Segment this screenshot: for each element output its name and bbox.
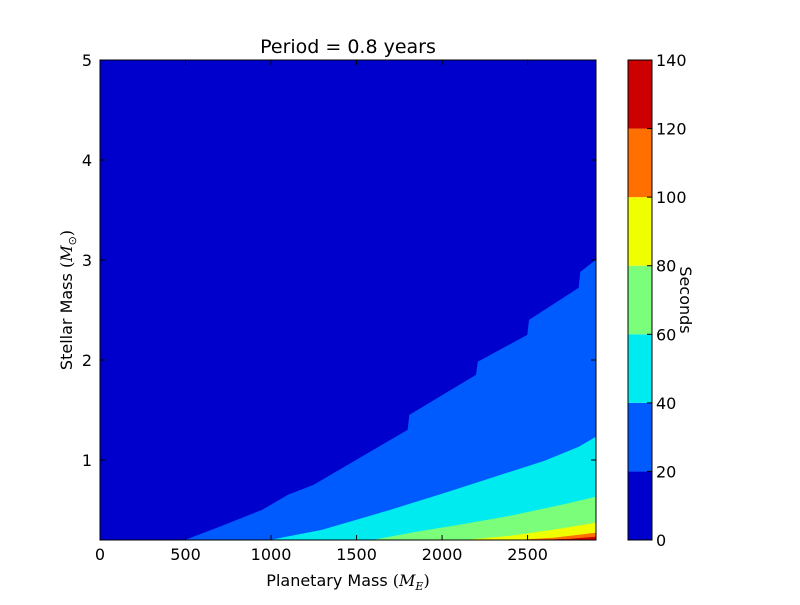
- plot-frame: [99, 59, 597, 541]
- y-axis-ticks: 1 2 3 4 5: [82, 51, 596, 470]
- contour-region-20-40: [185, 259, 597, 541]
- y-tick-label: 4: [82, 151, 92, 170]
- colorbar: [628, 60, 652, 540]
- colorbar-band-20-40: [628, 402, 652, 472]
- x-axis-math-symbol: M: [398, 571, 416, 590]
- colorbar-label: Seconds: [676, 266, 695, 333]
- colorbar-band-60-80: [628, 265, 652, 335]
- colorbar-band-40-60: [628, 334, 652, 403]
- colorbar-tick-label: 20: [656, 462, 676, 481]
- chart-title: Period = 0.8 years: [260, 36, 436, 58]
- x-tick-label: 2500: [507, 545, 548, 564]
- colorbar-frame: [627, 59, 653, 541]
- y-axis-title: Stellar Mass (M⊙): [57, 230, 79, 370]
- colorbar-ticks: 0 20 40 60 80 100 120 140: [647, 51, 687, 550]
- colorbar-tick-label: 80: [656, 257, 676, 276]
- colorbar-tick-label: 140: [656, 51, 687, 70]
- colorbar-tick-label: 100: [656, 188, 687, 207]
- colorbar-tick-label: 60: [656, 325, 676, 344]
- contour-fills: [100, 60, 597, 541]
- y-axis-title-text: Stellar Mass: [57, 273, 76, 370]
- colorbar-tick-label: 40: [656, 394, 676, 413]
- x-tick-label: 1000: [251, 545, 292, 564]
- y-tick-label: 3: [82, 251, 92, 270]
- colorbar-band-120-140: [628, 60, 652, 129]
- y-tick-label: 2: [82, 351, 92, 370]
- x-tick-label: 2000: [422, 545, 463, 564]
- x-tick-label: 500: [170, 545, 201, 564]
- colorbar-tick-label: 120: [656, 120, 687, 139]
- x-axis-ticks: 0 500 1000 1500 2000 2500: [95, 60, 548, 564]
- x-axis-title: Planetary Mass (ME): [266, 571, 429, 593]
- y-tick-label: 1: [82, 451, 92, 470]
- colorbar-band-100-120: [628, 128, 652, 198]
- y-axis-math-sub: ⊙: [66, 236, 79, 245]
- x-tick-label: 1500: [336, 545, 377, 564]
- x-axis-title-text: Planetary Mass: [266, 571, 387, 590]
- y-axis-math-symbol: M: [57, 245, 76, 263]
- y-tick-label: 5: [82, 51, 92, 70]
- colorbar-band-80-100: [628, 197, 652, 266]
- x-tick-label: 0: [95, 545, 105, 564]
- colorbar-band-0-20: [628, 471, 652, 540]
- x-axis-math-sub: E: [414, 580, 423, 593]
- colorbar-tick-label: 0: [656, 531, 666, 550]
